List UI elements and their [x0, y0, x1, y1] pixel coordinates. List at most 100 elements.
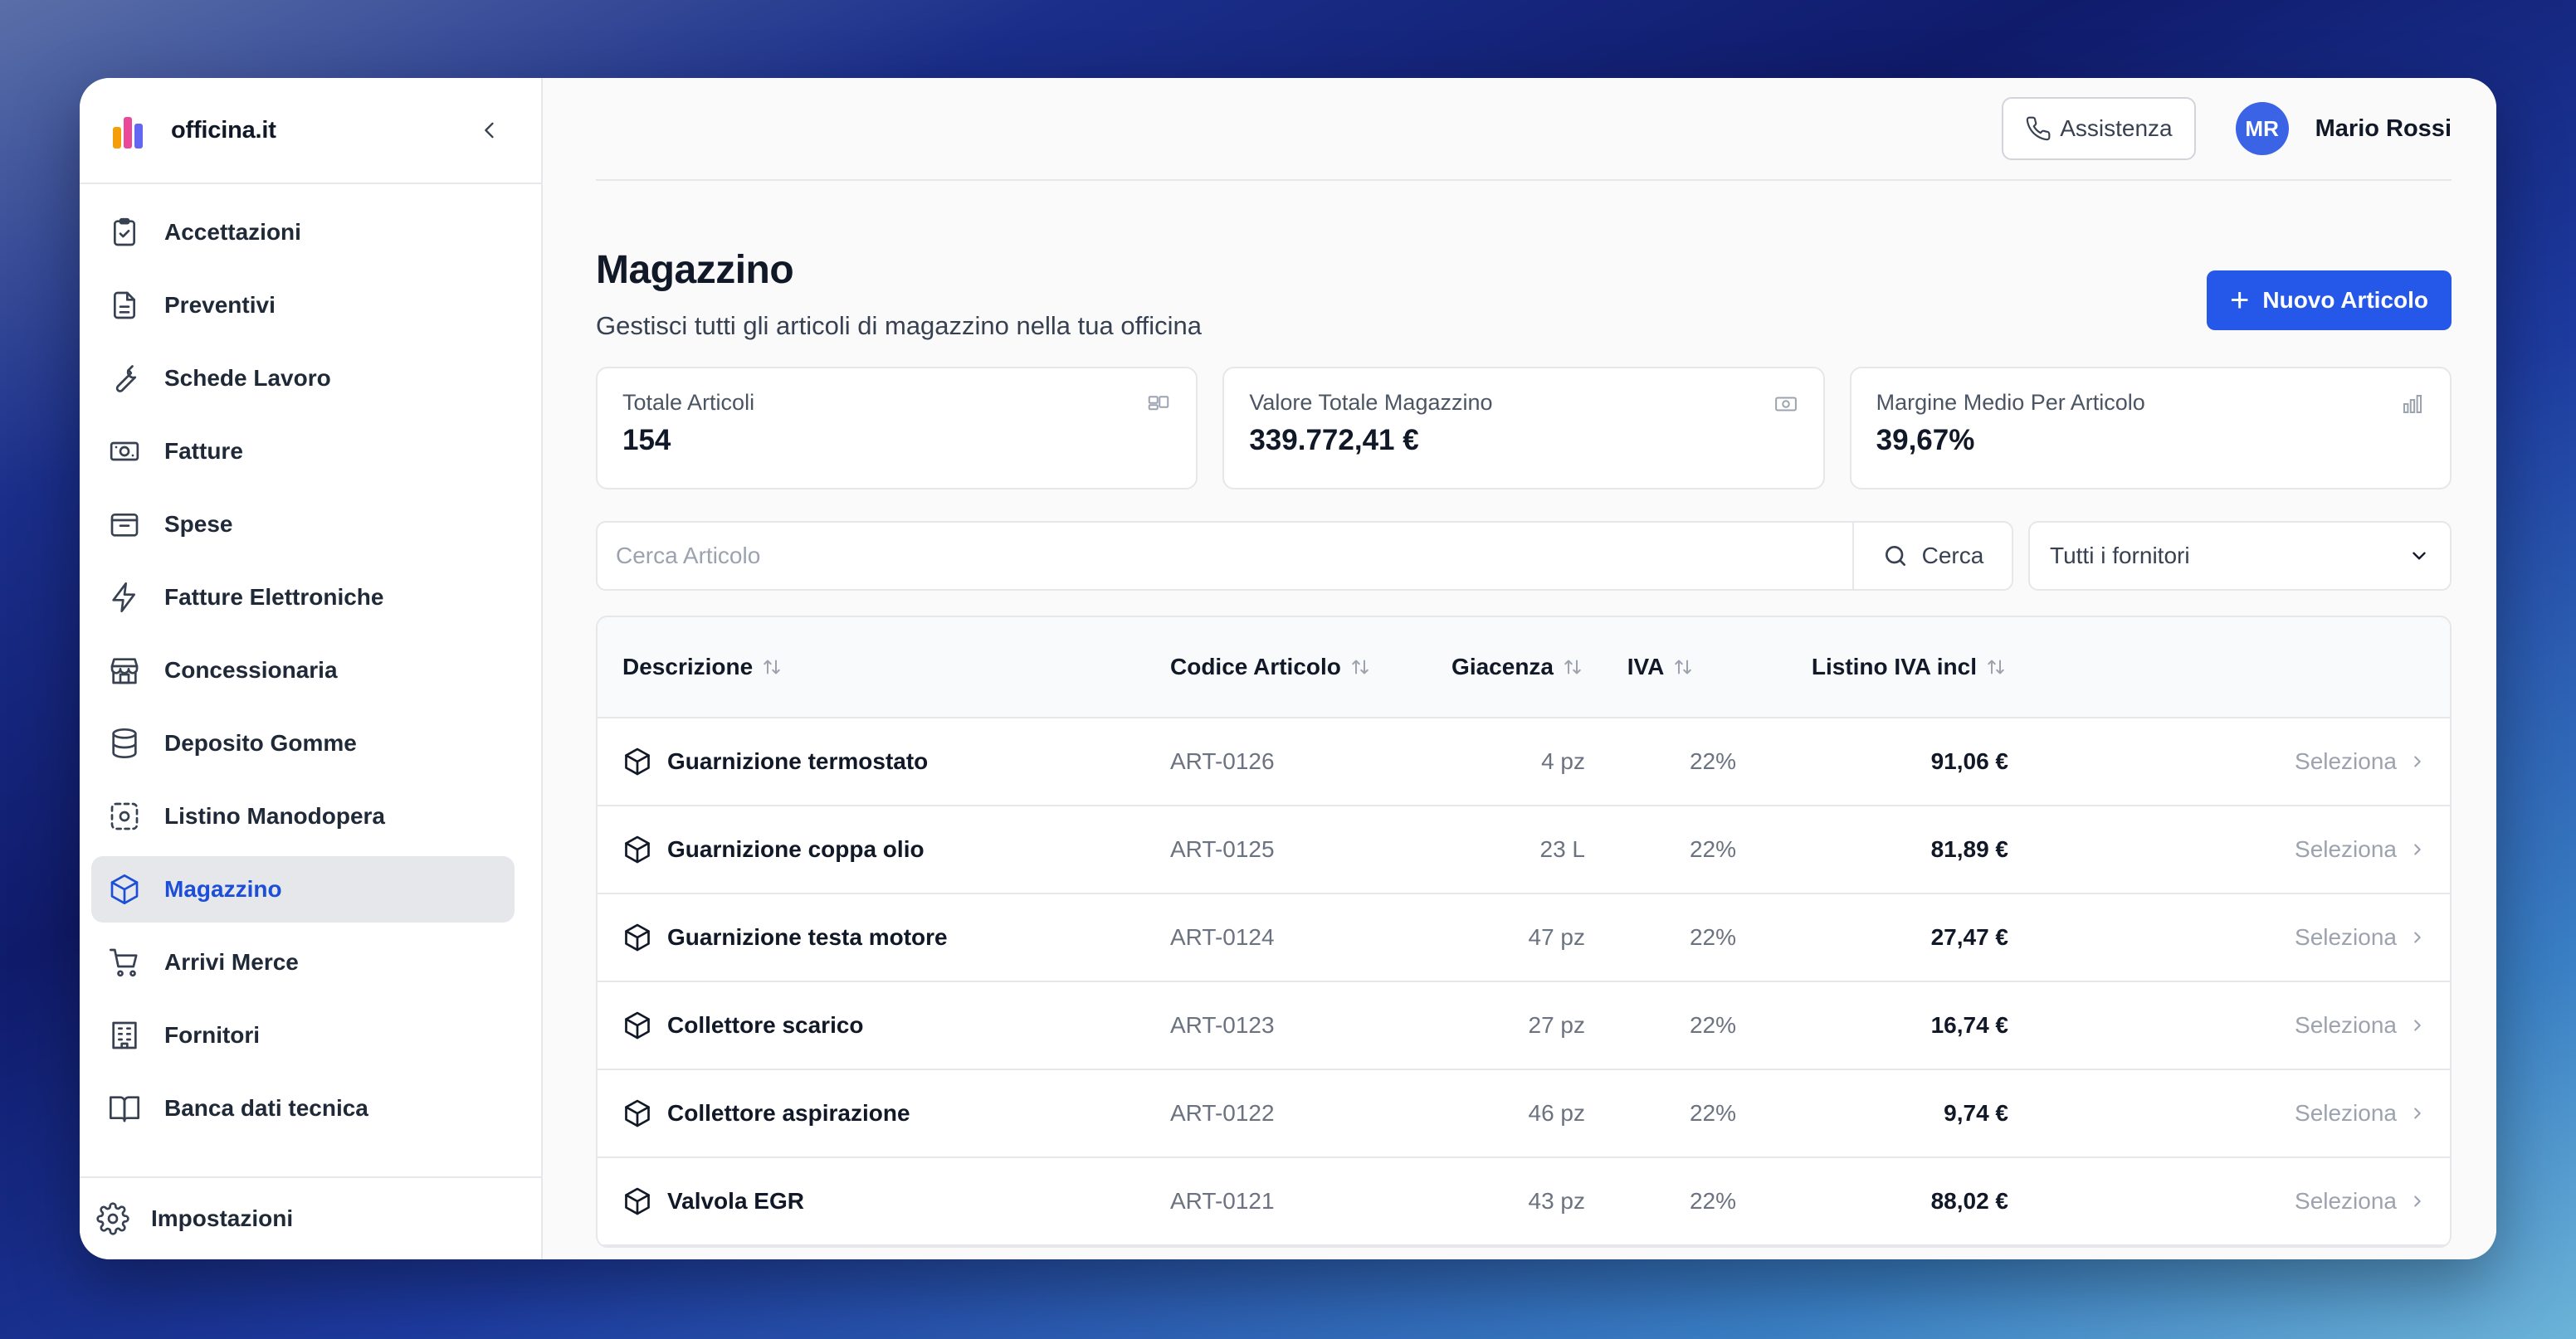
- header-stock[interactable]: Giacenza: [1361, 654, 1585, 680]
- box-icon: [625, 1099, 650, 1127]
- sidebar-item-fornitori[interactable]: Fornitori: [91, 1002, 515, 1069]
- sidebar-item-preventivi[interactable]: Preventivi: [91, 272, 515, 338]
- search-button[interactable]: Cerca: [1852, 523, 2012, 589]
- select-label: Seleziona: [2295, 1012, 2397, 1038]
- header-price[interactable]: Listino IVA incl: [1768, 654, 2008, 680]
- cell-description: Collettore scarico: [598, 1010, 1170, 1040]
- sidebar-item-banca-dati-tecnica[interactable]: Banca dati tecnica: [91, 1075, 515, 1142]
- cell-description: Guarnizione termostato: [598, 747, 1170, 777]
- sidebar-item-spese[interactable]: Spese: [91, 491, 515, 558]
- filters-bar: Cerca Tutti i fornitori: [596, 521, 2452, 591]
- select-row-button[interactable]: Seleziona: [2008, 1100, 2450, 1127]
- cell-code: ART-0125: [1170, 836, 1275, 862]
- description-text: Valvola EGR: [667, 1188, 804, 1214]
- sidebar-item-label: Concessionaria: [164, 657, 338, 683]
- sort-icon: [764, 660, 780, 674]
- sidebar-item-fatture[interactable]: Fatture: [91, 418, 515, 484]
- header-code[interactable]: Codice Articolo: [1170, 654, 1486, 680]
- new-article-label: Nuovo Articolo: [2262, 287, 2428, 313]
- cell-stock: 47 pz: [1528, 924, 1586, 950]
- sidebar-item-label: Schede Lavoro: [164, 365, 331, 391]
- supplier-select-value: Tutti i fornitori: [2050, 543, 2190, 568]
- sidebar-item-concessionaria[interactable]: Concessionaria: [91, 637, 515, 704]
- banknote-icon: [106, 433, 143, 470]
- table-row[interactable]: Guarnizione coppa olio ART-0125 23 L 22%…: [598, 806, 2450, 894]
- stat-label: Valore Totale Magazzino: [1249, 390, 1493, 415]
- box-icon: [625, 923, 650, 952]
- chevron-right-icon: [2414, 1195, 2421, 1207]
- table-row[interactable]: Collettore scarico ART-0123 27 pz 22% 16…: [598, 982, 2450, 1070]
- avatar[interactable]: MR: [2235, 102, 2289, 155]
- stat-value: 154: [622, 424, 671, 456]
- select-row-button[interactable]: Seleziona: [2008, 748, 2450, 775]
- description-text: Guarnizione testa motore: [667, 924, 948, 950]
- assistance-button[interactable]: Assistenza: [2002, 97, 2196, 160]
- description-text: Guarnizione coppa olio: [667, 836, 925, 862]
- header-label: Descrizione: [622, 654, 754, 679]
- sidebar-item-deposito-gomme[interactable]: Deposito Gomme: [91, 710, 515, 777]
- cell-description: Valvola EGR: [598, 1186, 1170, 1216]
- sidebar-item-label: Preventivi: [164, 292, 276, 318]
- sidebar-item-fatture-elettroniche[interactable]: Fatture Elettroniche: [91, 564, 515, 631]
- select-row-button[interactable]: Seleziona: [2008, 836, 2450, 863]
- description-text: Collettore scarico: [667, 1012, 864, 1038]
- assistance-label: Assistenza: [2060, 115, 2173, 141]
- cell-vat: 22%: [1689, 748, 1736, 774]
- cell-code: ART-0123: [1170, 1012, 1275, 1038]
- table-row[interactable]: Guarnizione termostato ART-0126 4 pz 22%…: [598, 718, 2450, 806]
- main-content: Assistenza MR Mario Rossi Magazzino Gest…: [543, 78, 2496, 1259]
- header-vat[interactable]: IVA: [1585, 654, 1768, 680]
- header-description[interactable]: Descrizione: [598, 654, 1170, 680]
- box-icon: [625, 747, 650, 776]
- gear-icon: [95, 1200, 131, 1237]
- new-article-button[interactable]: + Nuovo Articolo: [2207, 270, 2452, 330]
- box-icon: [625, 1011, 650, 1040]
- stat-label: Totale Articoli: [622, 390, 755, 415]
- cell-description: Collettore aspirazione: [598, 1098, 1170, 1128]
- collapse-sidebar-button[interactable]: [471, 112, 508, 149]
- header-label: Giacenza: [1451, 654, 1554, 679]
- settings-label: Impostazioni: [151, 1205, 294, 1231]
- cell-stock: 46 pz: [1528, 1100, 1586, 1126]
- header-label: Codice Articolo: [1170, 654, 1341, 679]
- sidebar-item-label: Fatture: [164, 438, 243, 464]
- sidebar-item-schede-lavoro[interactable]: Schede Lavoro: [91, 345, 515, 411]
- chevron-right-icon: [2414, 756, 2421, 767]
- cell-code: ART-0122: [1170, 1100, 1275, 1126]
- sidebar-item-listino-manodopera[interactable]: Listino Manodopera: [91, 783, 515, 850]
- cell-stock: 27 pz: [1528, 1012, 1586, 1038]
- stat-card-total-articles: Totale Articoli 154: [596, 367, 1198, 489]
- select-row-button[interactable]: Seleziona: [2008, 1188, 2450, 1215]
- wallet-icon: [106, 506, 143, 543]
- cell-description: Guarnizione coppa olio: [598, 835, 1170, 864]
- cell-price: 91,06 €: [1930, 748, 2008, 774]
- supplier-select[interactable]: Tutti i fornitori: [2028, 521, 2452, 591]
- sidebar-item-accettazioni[interactable]: Accettazioni: [91, 199, 515, 265]
- select-row-button[interactable]: Seleziona: [2008, 1012, 2450, 1039]
- layout-icon: [1149, 396, 1169, 411]
- sidebar-item-magazzino[interactable]: Magazzino: [91, 856, 515, 923]
- sidebar-item-arrivi-merce[interactable]: Arrivi Merce: [91, 929, 515, 996]
- sidebar-item-label: Accettazioni: [164, 219, 301, 245]
- table-row[interactable]: Collettore aspirazione ART-0122 46 pz 22…: [598, 1070, 2450, 1158]
- sidebar-item-label: Banca dati tecnica: [164, 1095, 368, 1121]
- select-label: Seleziona: [2295, 836, 2397, 862]
- stat-card-total-value: Valore Totale Magazzino 339.772,41 €: [1222, 367, 1825, 489]
- app-window: officina.it Accettazioni Preventivi Sche…: [80, 78, 2496, 1259]
- select-row-button[interactable]: Seleziona: [2008, 924, 2450, 951]
- search-input[interactable]: [598, 523, 1852, 589]
- sidebar-item-impostazioni[interactable]: Impostazioni: [80, 1176, 541, 1259]
- sidebar-item-label: Arrivi Merce: [164, 949, 299, 975]
- sidebar: officina.it Accettazioni Preventivi Sche…: [80, 78, 543, 1259]
- table-row[interactable]: Guarnizione testa motore ART-0124 47 pz …: [598, 894, 2450, 982]
- chevron-right-icon: [2414, 932, 2421, 943]
- chevron-right-icon: [2414, 1020, 2421, 1031]
- chevron-down-icon: [2413, 552, 2426, 560]
- table-header: Descrizione Codice Articolo Giacenza IVA…: [598, 617, 2450, 718]
- table-row[interactable]: Valvola EGR ART-0121 43 pz 22% 88,02 € S…: [598, 1158, 2450, 1246]
- chevron-right-icon: [2414, 844, 2421, 855]
- bar-chart-icon: [2403, 395, 2422, 413]
- select-label: Seleziona: [2295, 924, 2397, 950]
- cell-price: 16,74 €: [1930, 1012, 2008, 1038]
- user-name[interactable]: Mario Rossi: [2315, 114, 2452, 142]
